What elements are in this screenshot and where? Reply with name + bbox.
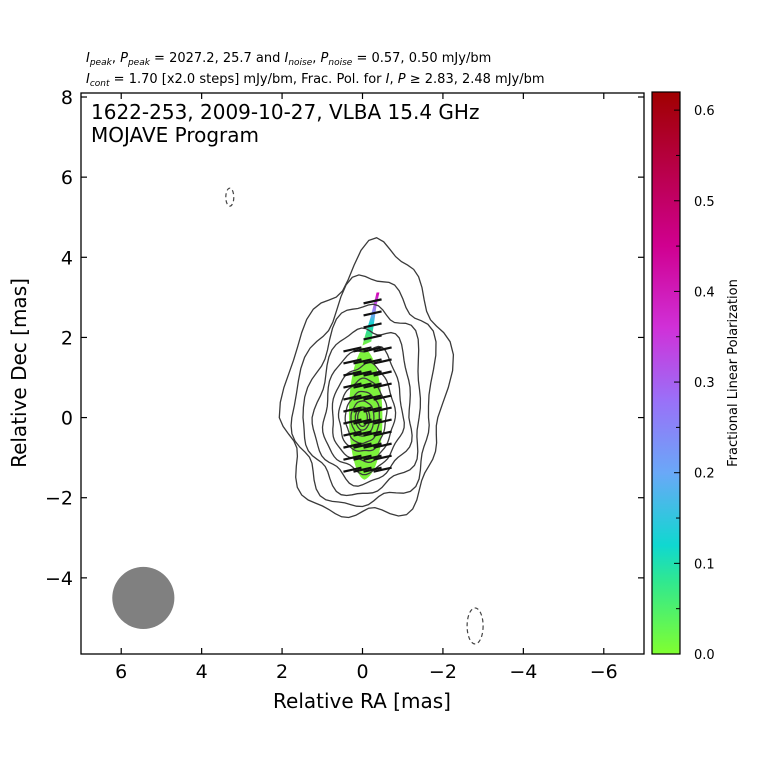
evpa-tick	[353, 346, 372, 353]
evpa-tick	[363, 334, 382, 341]
y-tick-label: 6	[61, 167, 73, 189]
x-tick-label: 6	[115, 661, 127, 683]
intensity-contours	[278, 236, 455, 519]
colorbar-tick-label: 0.2	[694, 467, 715, 482]
evpa-tick	[363, 430, 382, 437]
evpa-tick	[343, 370, 362, 377]
evpa-tick	[353, 454, 372, 461]
y-tick-label: −4	[45, 568, 73, 590]
evpa-tick	[373, 358, 392, 365]
x-tick-label: −2	[429, 661, 457, 683]
evpa-tick	[363, 346, 382, 353]
evpa-tick	[363, 394, 382, 401]
evpa-tick	[343, 406, 362, 413]
x-tick-label: −6	[590, 661, 618, 683]
evpa-tick	[353, 430, 372, 437]
evpa-tick	[373, 394, 392, 401]
colorbar-ticks: 0.0 0.1 0.2 0.3 0.4 0.5 0.6	[674, 104, 715, 663]
evpa-tick	[353, 418, 372, 425]
evpa-tick	[343, 394, 362, 401]
y-tick-label: 4	[61, 247, 73, 269]
x-tick-label: 4	[196, 661, 208, 683]
evpa-tick	[373, 442, 392, 449]
evpa-tick	[353, 394, 372, 401]
evpa-tick	[363, 406, 382, 413]
colorbar-tick-label: 0.1	[694, 557, 715, 572]
colorbar-tick-label: 0.0	[694, 648, 715, 663]
evpa-tick	[343, 418, 362, 425]
y-tick-label: −2	[45, 488, 73, 510]
evpa-tick	[343, 358, 362, 365]
contour-level-1	[278, 236, 455, 519]
evpa-tick	[363, 322, 382, 329]
polarization-jet-region	[362, 292, 380, 346]
evpa-tick	[363, 418, 382, 425]
header-line-1: Ipeak, Ppeak = 2027.2, 25.7 and Inoise, …	[86, 51, 491, 68]
evpa-tick	[363, 370, 382, 377]
evpa-tick	[343, 430, 362, 437]
x-axis-label: Relative RA [mas]	[273, 689, 451, 713]
chart-title-line-1: 1622-253, 2009-10-27, VLBA 15.4 GHz	[91, 100, 479, 124]
y-axis-label: Relative Dec [mas]	[7, 278, 31, 468]
evpa-tick	[373, 382, 392, 389]
evpa-tick	[363, 442, 382, 449]
evpa-tick	[363, 310, 382, 317]
evpa-tick	[343, 454, 362, 461]
evpa-tick	[343, 346, 362, 353]
colorbar-tick-label: 0.6	[694, 104, 715, 119]
negative-contour	[225, 187, 235, 207]
evpa-tick	[353, 442, 372, 449]
x-tick-label: 0	[356, 661, 368, 683]
evpa-tick	[363, 298, 382, 305]
evpa-tick	[363, 466, 382, 473]
evpa-tick	[353, 406, 372, 413]
contour-level-2	[290, 274, 437, 508]
evpa-tick	[373, 430, 392, 437]
evpa-tick	[373, 346, 392, 353]
evpa-tick	[353, 370, 372, 377]
evpa-tick	[353, 382, 372, 389]
negative-contour	[466, 607, 484, 645]
contour-level-8	[344, 390, 380, 445]
evpa-tick	[343, 442, 362, 449]
colorbar-tick-label: 0.4	[694, 285, 715, 300]
evpa-tick	[363, 382, 382, 389]
colorbar	[652, 92, 680, 654]
contour-level-4	[311, 327, 413, 487]
x-tick-label: −4	[509, 661, 537, 683]
evpa-tick	[353, 358, 372, 365]
header-line-2: Icont = 1.70 [x2.0 steps] mJy/bm, Frac. …	[86, 72, 545, 89]
evpa-tick	[343, 466, 362, 473]
y-tick-label: 0	[61, 408, 73, 430]
y-tick-label: 2	[61, 327, 73, 349]
evpa-tick	[373, 466, 392, 473]
chart-title-line-2: MOJAVE Program	[91, 123, 259, 147]
evpa-vectors	[343, 298, 392, 473]
colorbar-frame	[651, 91, 681, 655]
evpa-tick	[363, 358, 382, 365]
evpa-tick	[343, 382, 362, 389]
evpa-tick	[363, 454, 382, 461]
evpa-tick	[373, 370, 392, 377]
y-tick-label: 8	[61, 87, 73, 109]
plot-content	[112, 187, 484, 645]
evpa-tick	[373, 406, 392, 413]
x-tick-label: 2	[276, 661, 288, 683]
axis-ticks: 6 4 2 0 −2 −4 −6 −4 −2 0 2 4 6 8	[45, 87, 644, 683]
contour-level-3	[302, 303, 422, 497]
colorbar-tick-label: 0.5	[694, 195, 715, 210]
evpa-tick	[373, 418, 392, 425]
evpa-tick	[353, 466, 372, 473]
beam-ellipse	[112, 566, 175, 629]
evpa-tick	[373, 454, 392, 461]
colorbar-tick-label: 0.3	[694, 376, 715, 391]
contour-level-6	[331, 361, 397, 464]
contour-level-5	[321, 345, 405, 476]
colorbar-label: Fractional Linear Polarization	[726, 279, 741, 467]
